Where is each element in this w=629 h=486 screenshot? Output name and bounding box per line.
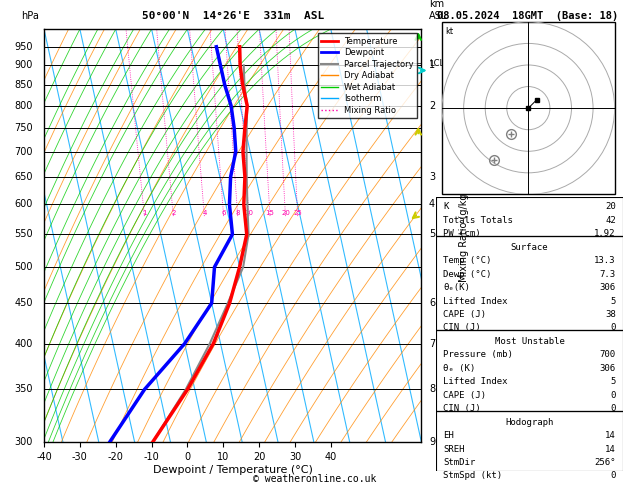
Text: 3: 3 <box>429 172 435 182</box>
Text: 5: 5 <box>611 377 616 386</box>
Text: 900: 900 <box>14 60 33 70</box>
Text: 400: 400 <box>14 339 33 348</box>
Text: 5: 5 <box>611 296 616 306</box>
Text: CIN (J): CIN (J) <box>443 323 481 332</box>
Text: 10: 10 <box>245 210 253 216</box>
Text: Lifted Index: Lifted Index <box>443 377 508 386</box>
Text: Lifted Index: Lifted Index <box>443 296 508 306</box>
Text: 13.3: 13.3 <box>594 256 616 265</box>
Text: 6: 6 <box>221 210 226 216</box>
Text: 450: 450 <box>14 298 33 308</box>
Text: 14: 14 <box>605 445 616 453</box>
Text: 1: 1 <box>429 60 435 70</box>
Text: 7: 7 <box>429 339 435 348</box>
Text: Hodograph: Hodograph <box>506 417 554 427</box>
Text: 2: 2 <box>171 210 175 216</box>
Text: 306: 306 <box>599 283 616 292</box>
Text: 4: 4 <box>202 210 206 216</box>
Text: θₑ (K): θₑ (K) <box>443 364 476 373</box>
Text: CAPE (J): CAPE (J) <box>443 310 486 319</box>
Text: kt: kt <box>445 27 454 36</box>
Text: 850: 850 <box>14 80 33 90</box>
Text: Pressure (mb): Pressure (mb) <box>443 350 513 359</box>
Text: 20: 20 <box>281 210 290 216</box>
Text: 5: 5 <box>429 229 435 239</box>
Text: 650: 650 <box>14 172 33 182</box>
Text: CIN (J): CIN (J) <box>443 404 481 413</box>
Text: PW (cm): PW (cm) <box>443 229 481 238</box>
Legend: Temperature, Dewpoint, Parcel Trajectory, Dry Adiabat, Wet Adiabat, Isotherm, Mi: Temperature, Dewpoint, Parcel Trajectory… <box>318 34 417 118</box>
Text: 950: 950 <box>14 42 33 52</box>
Text: 750: 750 <box>14 123 33 133</box>
Text: Most Unstable: Most Unstable <box>494 337 565 346</box>
Text: 14: 14 <box>605 431 616 440</box>
Text: EH: EH <box>443 431 454 440</box>
Text: 700: 700 <box>14 147 33 156</box>
Text: 7.3: 7.3 <box>599 270 616 278</box>
Text: 6: 6 <box>429 298 435 308</box>
Text: Mixing Ratio (g/kg): Mixing Ratio (g/kg) <box>459 190 469 282</box>
Text: 306: 306 <box>599 364 616 373</box>
Text: 550: 550 <box>14 229 33 239</box>
Text: 8: 8 <box>429 384 435 394</box>
Text: 42: 42 <box>605 216 616 225</box>
Text: 800: 800 <box>14 101 33 111</box>
Text: © weatheronline.co.uk: © weatheronline.co.uk <box>253 473 376 484</box>
Text: 256°: 256° <box>594 458 616 467</box>
Text: StmSpd (kt): StmSpd (kt) <box>443 471 503 481</box>
Text: 500: 500 <box>14 262 33 272</box>
Text: 350: 350 <box>14 384 33 394</box>
Text: CAPE (J): CAPE (J) <box>443 391 486 399</box>
Text: Temp (°C): Temp (°C) <box>443 256 492 265</box>
Text: StmDir: StmDir <box>443 458 476 467</box>
Text: 1: 1 <box>142 210 147 216</box>
Text: 4: 4 <box>429 199 435 209</box>
Text: Totals Totals: Totals Totals <box>443 216 513 225</box>
Text: Dewp (°C): Dewp (°C) <box>443 270 492 278</box>
Text: 08.05.2024  18GMT  (Base: 18): 08.05.2024 18GMT (Base: 18) <box>437 11 618 21</box>
Text: 0: 0 <box>611 471 616 481</box>
Text: 300: 300 <box>14 437 33 447</box>
Text: 38: 38 <box>605 310 616 319</box>
Text: LCL: LCL <box>429 59 444 68</box>
Text: θₑ(K): θₑ(K) <box>443 283 470 292</box>
Text: 15: 15 <box>265 210 274 216</box>
Bar <box>442 22 615 194</box>
Text: 600: 600 <box>14 199 33 209</box>
Text: SREH: SREH <box>443 445 465 453</box>
Text: 700: 700 <box>599 350 616 359</box>
Text: 25: 25 <box>293 210 302 216</box>
Text: 8: 8 <box>235 210 240 216</box>
Text: 20: 20 <box>605 202 616 211</box>
Text: 0: 0 <box>611 323 616 332</box>
Text: 1.92: 1.92 <box>594 229 616 238</box>
X-axis label: Dewpoint / Temperature (°C): Dewpoint / Temperature (°C) <box>153 465 313 475</box>
Text: 0: 0 <box>611 391 616 399</box>
Text: 0: 0 <box>611 404 616 413</box>
Text: K: K <box>443 202 448 211</box>
Text: Surface: Surface <box>511 243 548 252</box>
Text: 9: 9 <box>429 437 435 447</box>
Text: 2: 2 <box>429 101 435 111</box>
Text: 50°00'N  14°26'E  331m  ASL: 50°00'N 14°26'E 331m ASL <box>142 11 324 21</box>
Text: km
ASL: km ASL <box>429 0 447 21</box>
Text: hPa: hPa <box>21 11 39 21</box>
